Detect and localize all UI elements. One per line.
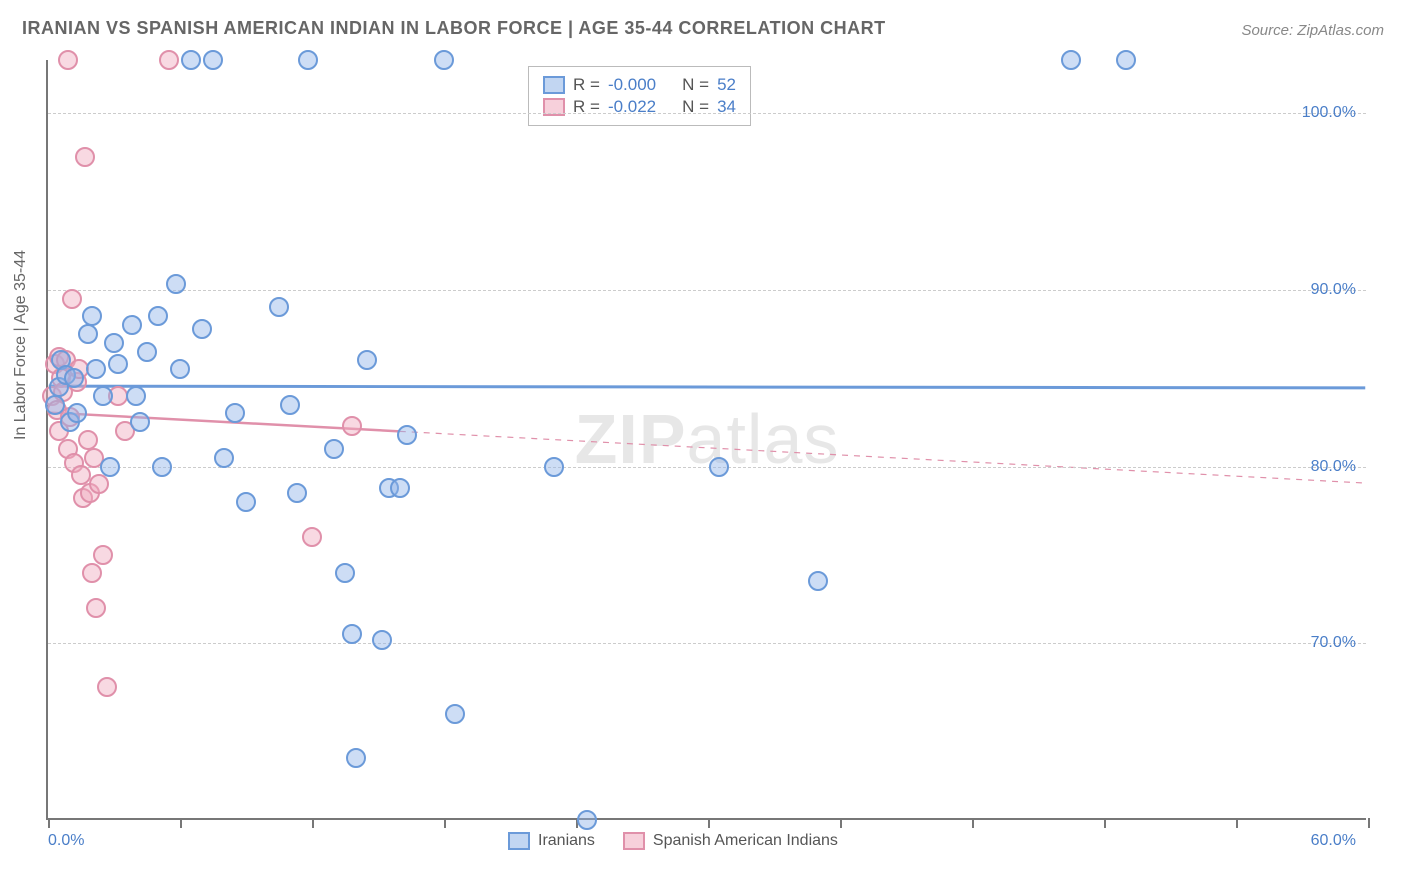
y-tick-label: 90.0% <box>1311 281 1356 299</box>
swatch-blue <box>543 76 565 94</box>
x-tick <box>1236 818 1238 828</box>
scatter-point-blue <box>372 630 392 650</box>
x-tick <box>1368 818 1370 828</box>
scatter-point-pink <box>93 545 113 565</box>
scatter-point-blue <box>298 50 318 70</box>
scatter-point-blue <box>67 403 87 423</box>
scatter-point-blue <box>166 274 186 294</box>
scatter-point-blue <box>203 50 223 70</box>
bottom-legend: Iranians Spanish American Indians <box>508 832 838 850</box>
scatter-point-blue <box>287 483 307 503</box>
scatter-point-blue <box>397 425 417 445</box>
scatter-point-blue <box>170 359 190 379</box>
scatter-point-blue <box>100 457 120 477</box>
scatter-point-blue <box>1116 50 1136 70</box>
scatter-point-blue <box>544 457 564 477</box>
legend-label-pink: Spanish American Indians <box>653 832 838 850</box>
swatch-pink <box>623 832 645 850</box>
scatter-point-blue <box>86 359 106 379</box>
scatter-point-blue <box>808 571 828 591</box>
stat-r-value: -0.000 <box>608 75 656 95</box>
scatter-point-blue <box>335 563 355 583</box>
scatter-point-blue <box>709 457 729 477</box>
scatter-point-blue <box>342 624 362 644</box>
legend-item-pink: Spanish American Indians <box>623 832 838 850</box>
scatter-point-blue <box>148 306 168 326</box>
gridline-h <box>48 467 1366 468</box>
scatter-point-blue <box>390 478 410 498</box>
scatter-point-pink <box>97 677 117 697</box>
scatter-point-blue <box>346 748 366 768</box>
y-tick-label: 70.0% <box>1311 634 1356 652</box>
scatter-point-pink <box>159 50 179 70</box>
scatter-point-blue <box>93 386 113 406</box>
scatter-point-blue <box>324 439 344 459</box>
scatter-point-blue <box>64 368 84 388</box>
legend-stats-row: R = -0.000 N = 52 <box>543 75 736 95</box>
legend-stats-box: R =-0.000N =52R =-0.022N =34 <box>528 66 751 126</box>
gridline-h <box>48 113 1366 114</box>
scatter-point-blue <box>192 319 212 339</box>
scatter-point-blue <box>122 315 142 335</box>
scatter-point-pink <box>86 598 106 618</box>
x-tick <box>708 818 710 828</box>
x-tick <box>444 818 446 828</box>
swatch-blue <box>508 832 530 850</box>
scatter-point-blue <box>225 403 245 423</box>
x-tick <box>48 818 50 828</box>
scatter-point-blue <box>108 354 128 374</box>
gridline-h <box>48 643 1366 644</box>
stat-n-label: N = <box>682 75 709 95</box>
scatter-point-pink <box>82 563 102 583</box>
scatter-point-blue <box>236 492 256 512</box>
scatter-point-blue <box>181 50 201 70</box>
scatter-point-blue <box>434 50 454 70</box>
scatter-point-pink <box>75 147 95 167</box>
scatter-point-pink <box>89 474 109 494</box>
x-tick <box>972 818 974 828</box>
y-tick-label: 100.0% <box>1302 104 1356 122</box>
scatter-point-blue <box>104 333 124 353</box>
y-axis-label: In Labor Force | Age 35-44 <box>12 250 30 440</box>
stat-n-value: 52 <box>717 75 736 95</box>
scatter-point-pink <box>58 50 78 70</box>
scatter-point-blue <box>445 704 465 724</box>
scatter-point-blue <box>130 412 150 432</box>
y-tick-label: 80.0% <box>1311 458 1356 476</box>
scatter-point-blue <box>82 306 102 326</box>
scatter-point-blue <box>357 350 377 370</box>
x-tick <box>312 818 314 828</box>
x-axis-min-label: 0.0% <box>48 832 84 850</box>
scatter-point-blue <box>577 810 597 830</box>
scatter-point-blue <box>280 395 300 415</box>
x-tick <box>180 818 182 828</box>
stat-r-label: R = <box>573 75 600 95</box>
scatter-point-blue <box>137 342 157 362</box>
scatter-point-blue <box>152 457 172 477</box>
trend-lines <box>48 60 1366 818</box>
x-axis-max-label: 60.0% <box>1311 832 1356 850</box>
chart-title: IRANIAN VS SPANISH AMERICAN INDIAN IN LA… <box>22 18 886 39</box>
legend-item-blue: Iranians <box>508 832 595 850</box>
scatter-point-blue <box>214 448 234 468</box>
scatter-point-pink <box>302 527 322 547</box>
x-tick <box>1104 818 1106 828</box>
chart-source: Source: ZipAtlas.com <box>1241 22 1384 39</box>
scatter-point-pink <box>62 289 82 309</box>
scatter-point-blue <box>269 297 289 317</box>
scatter-point-blue <box>126 386 146 406</box>
gridline-h <box>48 290 1366 291</box>
plot-area: ZIPatlas R =-0.000N =52R =-0.022N =34 Ir… <box>46 60 1366 820</box>
scatter-point-blue <box>1061 50 1081 70</box>
scatter-point-blue <box>78 324 98 344</box>
legend-label-blue: Iranians <box>538 832 595 850</box>
x-tick <box>840 818 842 828</box>
scatter-point-pink <box>342 416 362 436</box>
scatter-point-blue <box>45 395 65 415</box>
